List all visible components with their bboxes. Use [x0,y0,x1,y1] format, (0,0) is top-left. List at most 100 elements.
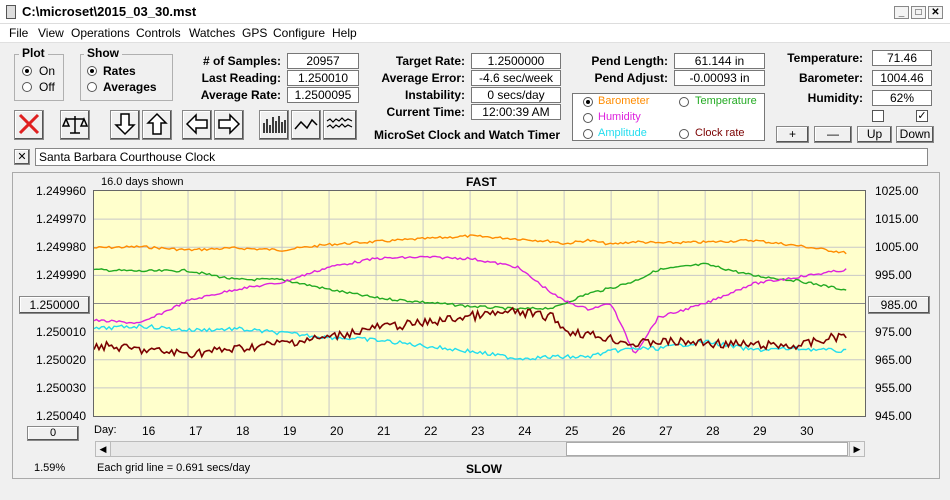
y-right-tick-label: 955.00 [875,380,912,395]
amplitude-radio[interactable] [583,129,593,139]
offset-button[interactable]: 0 [27,426,79,441]
show-group-title: Show [84,46,122,60]
temperature-value: 71.46 [872,50,932,66]
plot-group-title: Plot [19,46,48,60]
show-averages-radio[interactable] [87,82,97,92]
x-tick-label: 17 [189,424,203,438]
arrow-left-icon [185,113,208,135]
aux-sensor-group [572,93,765,141]
title-bar: C:\microset\2015_03_30.mst _ □ ✕ [0,0,950,24]
humidity-radio-label: Humidity [598,111,641,123]
grid-note: Each grid line = 0.691 secs/day [97,462,251,474]
menu-file[interactable]: File [9,26,29,40]
red-x-icon [18,113,40,135]
histogram-icon [263,116,286,133]
instability-label: Instability: [404,88,465,102]
x-tick-label: 26 [612,424,626,438]
down-button[interactable]: Down [896,126,934,143]
y-left-tick-label: 1.250040 [35,409,86,423]
scroll-left-button[interactable]: ◀ [96,442,111,456]
temperature-radio[interactable] [679,97,689,107]
checkbox-right[interactable]: ✓ [916,110,928,122]
menu-bar: File View Operations Controls Watches GP… [0,24,950,43]
clear-name-button[interactable]: ✕ [14,149,30,165]
last-reading-value: 1.250010 [287,70,359,86]
histogram-button[interactable] [259,110,289,140]
minus-button[interactable]: — [814,126,852,143]
humidity-radio[interactable] [583,113,593,123]
down-arrow-button[interactable] [110,110,140,140]
menu-view[interactable]: View [38,26,64,40]
humidity-label: Humidity: [807,91,863,105]
pend-length-label: Pend Length: [591,54,668,68]
y-right-tick-label: 1025.00 [875,184,919,198]
noise-graph-button[interactable] [323,110,357,140]
scale-icon [61,116,89,134]
x-tick-label: 24 [518,424,532,438]
average-error-value: -4.6 sec/week [471,70,561,86]
center-aux-button[interactable]: 985.00 [868,296,930,314]
x-tick-label: 20 [330,424,344,438]
pend-adjust-label: Pend Adjust: [594,71,668,85]
y-left-tick-label: 1.249970 [35,212,86,227]
fast-label: FAST [466,175,497,189]
y-left-tick-label: 1.250010 [35,324,86,339]
menu-watches[interactable]: Watches [189,26,236,40]
maximize-button[interactable]: □ [911,6,926,19]
show-group [80,54,173,101]
plot-off-radio[interactable] [22,82,32,92]
y-left-tick-label: 1.249960 [35,184,86,198]
menu-operations[interactable]: Operations [71,26,130,40]
arrow-up-icon [146,112,168,135]
y-left-tick-label: 1.249990 [35,268,86,283]
days-shown-label: 16.0 days shown [101,176,184,188]
show-averages-label: Averages [103,80,157,94]
x-tick-label: 23 [471,424,485,438]
plot-off-label: Off [39,80,55,94]
average-rate-value: 1.2500095 [287,87,359,103]
menu-help[interactable]: Help [332,26,357,40]
barometer-radio[interactable] [583,97,593,107]
day-axis-label: Day: [94,424,117,436]
y-left-tick-label: 1.249980 [35,240,86,255]
time-scrollbar[interactable]: ◀ ▶ [95,441,865,457]
app-title: MicroSet Clock and Watch Timer [374,128,561,142]
scroll-thumb[interactable] [566,442,848,456]
target-rate-value[interactable]: 1.2500000 [471,53,561,69]
checkbox-left[interactable] [872,110,884,122]
up-arrow-button[interactable] [142,110,172,140]
plot-on-label: On [39,64,56,78]
right-arrow-button[interactable] [214,110,244,140]
left-arrow-button[interactable] [182,110,212,140]
pend-length-value[interactable]: 61.144 in [674,53,765,69]
series-clock-rate [93,306,847,359]
close-window-button[interactable]: ✕ [928,6,943,19]
clock-name-input[interactable]: Santa Barbara Courthouse Clock [35,148,928,166]
samples-label: # of Samples: [202,54,281,68]
up-button[interactable]: Up [857,126,892,143]
x-tick-label: 25 [565,424,579,438]
line-graph-button[interactable] [291,110,321,140]
menu-configure[interactable]: Configure [273,26,326,40]
x-tick-label: 16 [142,424,156,438]
instability-value: 0 secs/day [471,87,561,103]
amplitude-radio-label: Amplitude [598,127,647,139]
x-tick-label: 29 [753,424,767,438]
scroll-right-button[interactable]: ▶ [849,442,864,456]
center-rate-button[interactable]: 1.250000 [19,296,90,314]
pend-adjust-value: -0.00093 in [674,70,765,86]
balance-button[interactable] [60,110,90,140]
clear-button[interactable] [14,110,44,140]
y-right-tick-label: 1015.00 [875,212,919,227]
menu-gps[interactable]: GPS [242,26,268,40]
y-left-tick-label: 1.250030 [35,380,86,395]
plot-area[interactable] [93,190,866,417]
clockrate-radio[interactable] [679,129,689,139]
plot-on-radio[interactable] [22,66,32,76]
minimize-button[interactable]: _ [894,6,909,19]
show-rates-radio[interactable] [87,66,97,76]
menu-controls[interactable]: Controls [136,26,181,40]
temperature-radio-label: Temperature [695,95,757,107]
y-right-tick-label: 945.00 [875,409,912,423]
plus-button[interactable]: + [776,126,809,143]
